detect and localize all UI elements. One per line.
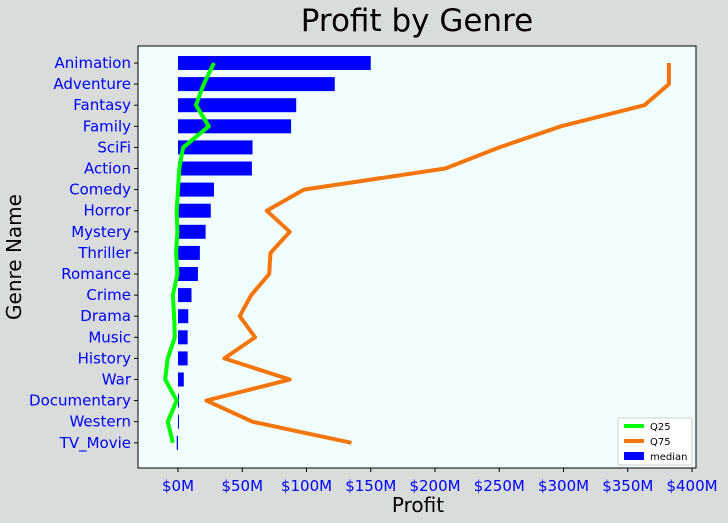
x-tick-label: $0M xyxy=(162,477,194,495)
bar-horror xyxy=(178,203,211,218)
y-tick-label-drama: Drama xyxy=(80,307,131,325)
x-tick-label: $200M xyxy=(409,477,460,495)
bars-layer xyxy=(176,56,371,450)
y-tick-label-thriller: Thriller xyxy=(77,244,132,262)
y-tick-label-action: Action xyxy=(84,160,131,178)
y-tick-label-war: War xyxy=(102,371,132,389)
y-axis-label: Genre Name xyxy=(2,194,26,320)
legend: Q25 Q75 median xyxy=(617,417,693,466)
bar-western xyxy=(178,414,179,429)
y-tick-label-scifi: SciFi xyxy=(97,138,131,156)
series-line-q75 xyxy=(204,63,671,445)
x-tick-label: $100M xyxy=(281,477,332,495)
x-tick-label: $300M xyxy=(538,477,589,495)
y-tick-label-history: History xyxy=(78,349,131,367)
y-tick-label-animation: Animation xyxy=(55,54,131,72)
bar-music xyxy=(178,330,188,345)
y-tick-label-romance: Romance xyxy=(61,265,131,283)
y-tick-label-western: Western xyxy=(69,413,131,431)
bar-action xyxy=(178,161,252,176)
legend-label-median: median xyxy=(650,452,688,463)
x-tick-label: $50M xyxy=(221,477,263,495)
chart-title: Profit by Genre xyxy=(301,3,533,39)
legend-swatch-median xyxy=(624,452,644,460)
bar-drama xyxy=(178,309,189,324)
y-tick-label-family: Family xyxy=(83,117,131,135)
y-tick-label-crime: Crime xyxy=(86,286,131,304)
y-axis: Animation Adventure Fantasy Family SciFi Acti… xyxy=(29,54,138,453)
y-tick-label-fantasy: Fantasy xyxy=(73,96,131,114)
y-tick-label-comedy: Comedy xyxy=(69,181,131,199)
y-tick-label-adventure: Adventure xyxy=(53,75,131,93)
lines-layer xyxy=(163,62,671,445)
x-tick-label: $150M xyxy=(345,477,396,495)
bar-crime xyxy=(178,288,192,303)
x-tick-label: $250M xyxy=(474,477,525,495)
bar-mystery xyxy=(178,224,206,239)
bar-history xyxy=(178,351,188,366)
y-tick-label-tv-movie: TV_Movie xyxy=(59,434,131,453)
legend-label-q25: Q25 xyxy=(650,422,671,433)
series-line-q25 xyxy=(163,62,216,444)
x-tick-label: $350M xyxy=(602,477,653,495)
y-tick-label-documentary: Documentary xyxy=(29,392,131,410)
y-tick-label-music: Music xyxy=(88,328,131,346)
bar-fantasy xyxy=(178,98,297,113)
bar-thriller xyxy=(178,245,200,260)
bar-family xyxy=(178,119,292,134)
x-tick-label: $400M xyxy=(666,477,717,495)
y-tick-label-mystery: Mystery xyxy=(71,223,131,241)
x-axis-label: Profit xyxy=(392,493,444,517)
legend-label-q75: Q75 xyxy=(650,437,671,448)
bar-war xyxy=(178,372,184,387)
y-tick-label-horror: Horror xyxy=(83,202,131,220)
bar-comedy xyxy=(178,182,214,197)
bar-animation xyxy=(178,56,371,70)
bar-adventure xyxy=(178,77,335,92)
x-axis: $0M $50M $100M $150M $200M $250M $300M $350M $40… xyxy=(162,468,718,495)
bar-scifi xyxy=(178,140,253,155)
bar-tv-movie xyxy=(176,435,178,450)
bar-romance xyxy=(178,267,198,281)
plot-frame xyxy=(137,45,697,469)
